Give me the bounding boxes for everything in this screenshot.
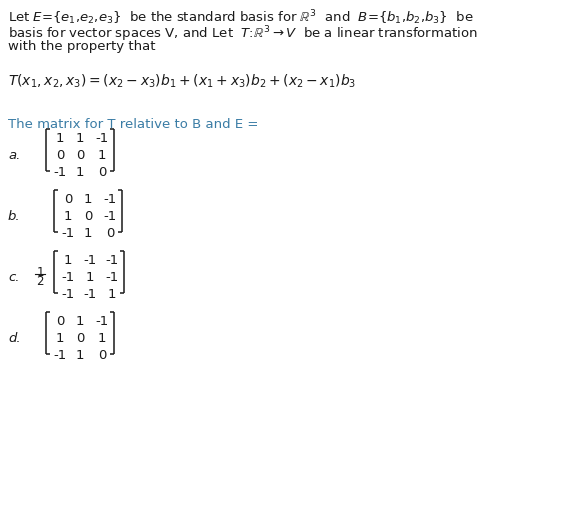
- Text: 1: 1: [76, 315, 84, 328]
- Text: 0: 0: [56, 315, 64, 328]
- Text: Let $E$={$e_1$,$e_2$,$e_3$}  be the standard basis for $\mathbb{R}^3$  and  $B$=: Let $E$={$e_1$,$e_2$,$e_3$} be the stand…: [8, 8, 473, 27]
- Text: -1: -1: [83, 288, 96, 301]
- Text: 0: 0: [76, 149, 84, 162]
- Text: -1: -1: [105, 254, 119, 267]
- Text: 0: 0: [76, 332, 84, 345]
- Text: 1: 1: [56, 332, 64, 345]
- Text: 1: 1: [76, 166, 84, 179]
- Text: -1: -1: [53, 166, 67, 179]
- Text: b.: b.: [8, 210, 20, 223]
- Text: $T(x_1,x_2,x_3)=(x_2-x_3)b_1+(x_1+x_3)b_2+(x_2-x_1)b_3$: $T(x_1,x_2,x_3)=(x_2-x_3)b_1+(x_1+x_3)b_…: [8, 73, 356, 91]
- Text: 0: 0: [64, 193, 72, 206]
- Text: -1: -1: [61, 227, 75, 240]
- Text: a.: a.: [8, 149, 20, 162]
- Text: -1: -1: [95, 132, 109, 145]
- Text: 1: 1: [84, 227, 92, 240]
- Text: d.: d.: [8, 332, 20, 345]
- Text: -1: -1: [61, 271, 75, 284]
- Text: 0: 0: [106, 227, 114, 240]
- Text: 1: 1: [98, 149, 106, 162]
- Text: 0: 0: [56, 149, 64, 162]
- Text: -1: -1: [61, 288, 75, 301]
- Text: 1: 1: [86, 271, 94, 284]
- Text: 2: 2: [36, 275, 44, 288]
- Text: -1: -1: [103, 210, 117, 223]
- Text: -1: -1: [83, 254, 96, 267]
- Text: -1: -1: [53, 349, 67, 362]
- Text: 0: 0: [98, 166, 106, 179]
- Text: 1: 1: [76, 349, 84, 362]
- Text: with the property that: with the property that: [8, 40, 155, 53]
- Text: 1: 1: [98, 332, 106, 345]
- Text: The matrix for T relative to B and E =: The matrix for T relative to B and E =: [8, 118, 259, 131]
- Text: basis for vector spaces V, and Let  $T$:$\mathbb{R}^3$$\rightarrow$$V$  be a lin: basis for vector spaces V, and Let $T$:$…: [8, 24, 477, 44]
- Text: 0: 0: [84, 210, 92, 223]
- Text: -1: -1: [105, 271, 119, 284]
- Text: 1: 1: [64, 210, 72, 223]
- Text: 1: 1: [84, 193, 92, 206]
- Text: 1: 1: [76, 132, 84, 145]
- Text: 1: 1: [64, 254, 72, 267]
- Text: -1: -1: [95, 315, 109, 328]
- Text: c.: c.: [8, 271, 19, 284]
- Text: 1: 1: [56, 132, 64, 145]
- Text: 1: 1: [108, 288, 116, 301]
- Text: 1: 1: [36, 266, 44, 279]
- Text: -1: -1: [103, 193, 117, 206]
- Text: 0: 0: [98, 349, 106, 362]
